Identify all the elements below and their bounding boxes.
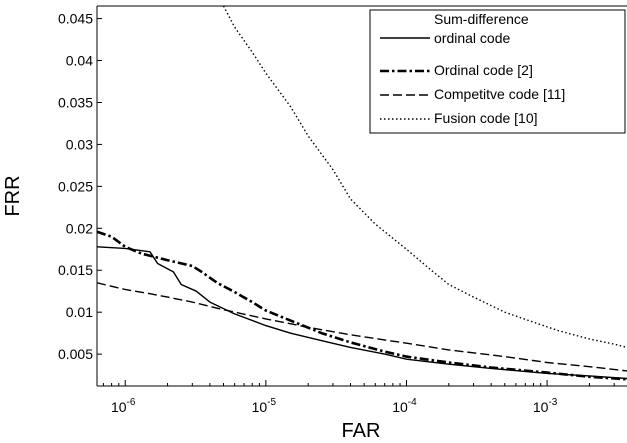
- series-layer: [97, 6, 627, 381]
- series-line-3: [97, 282, 627, 372]
- y-tick-label: 0.04: [66, 53, 93, 69]
- legend-label: Fusion code [10]: [434, 110, 538, 126]
- series-line-2: [97, 230, 627, 381]
- legend: Sum-difference ordinal code Ordinal code […: [369, 9, 626, 134]
- x-tick-label: 10-3: [533, 397, 558, 415]
- legend-label: ordinal code: [434, 30, 510, 46]
- x-tick-label: 10-4: [392, 397, 417, 415]
- legend-label: Competitve code [11]: [434, 86, 565, 102]
- x-tick-label: 10-6: [111, 397, 136, 415]
- y-tick-label: 0.035: [58, 94, 93, 110]
- x-axis-title: FAR: [342, 420, 381, 442]
- y-tick-label: 0.02: [66, 220, 93, 236]
- legend-box: [369, 9, 626, 134]
- legend-label: Sum-difference: [434, 11, 529, 27]
- y-tick-label: 0.03: [66, 136, 93, 152]
- y-tick-label: 0.01: [66, 304, 93, 320]
- y-tick-label: 0.015: [58, 262, 93, 278]
- y-tick-label: 0.005: [58, 346, 93, 362]
- y-tick-label: 0.045: [58, 11, 93, 27]
- series-line-4: [222, 6, 627, 349]
- y-tick-label: 0.025: [58, 178, 93, 194]
- y-axis-title: FRR: [2, 175, 24, 216]
- ticks-layer: 0.005 0.01 0.015 0.02 0.025 0.03 0.035 0.04 0.04…: [58, 11, 615, 415]
- legend-label: Ordinal code [2]: [434, 62, 533, 78]
- x-tick-label: 10-5: [252, 397, 277, 415]
